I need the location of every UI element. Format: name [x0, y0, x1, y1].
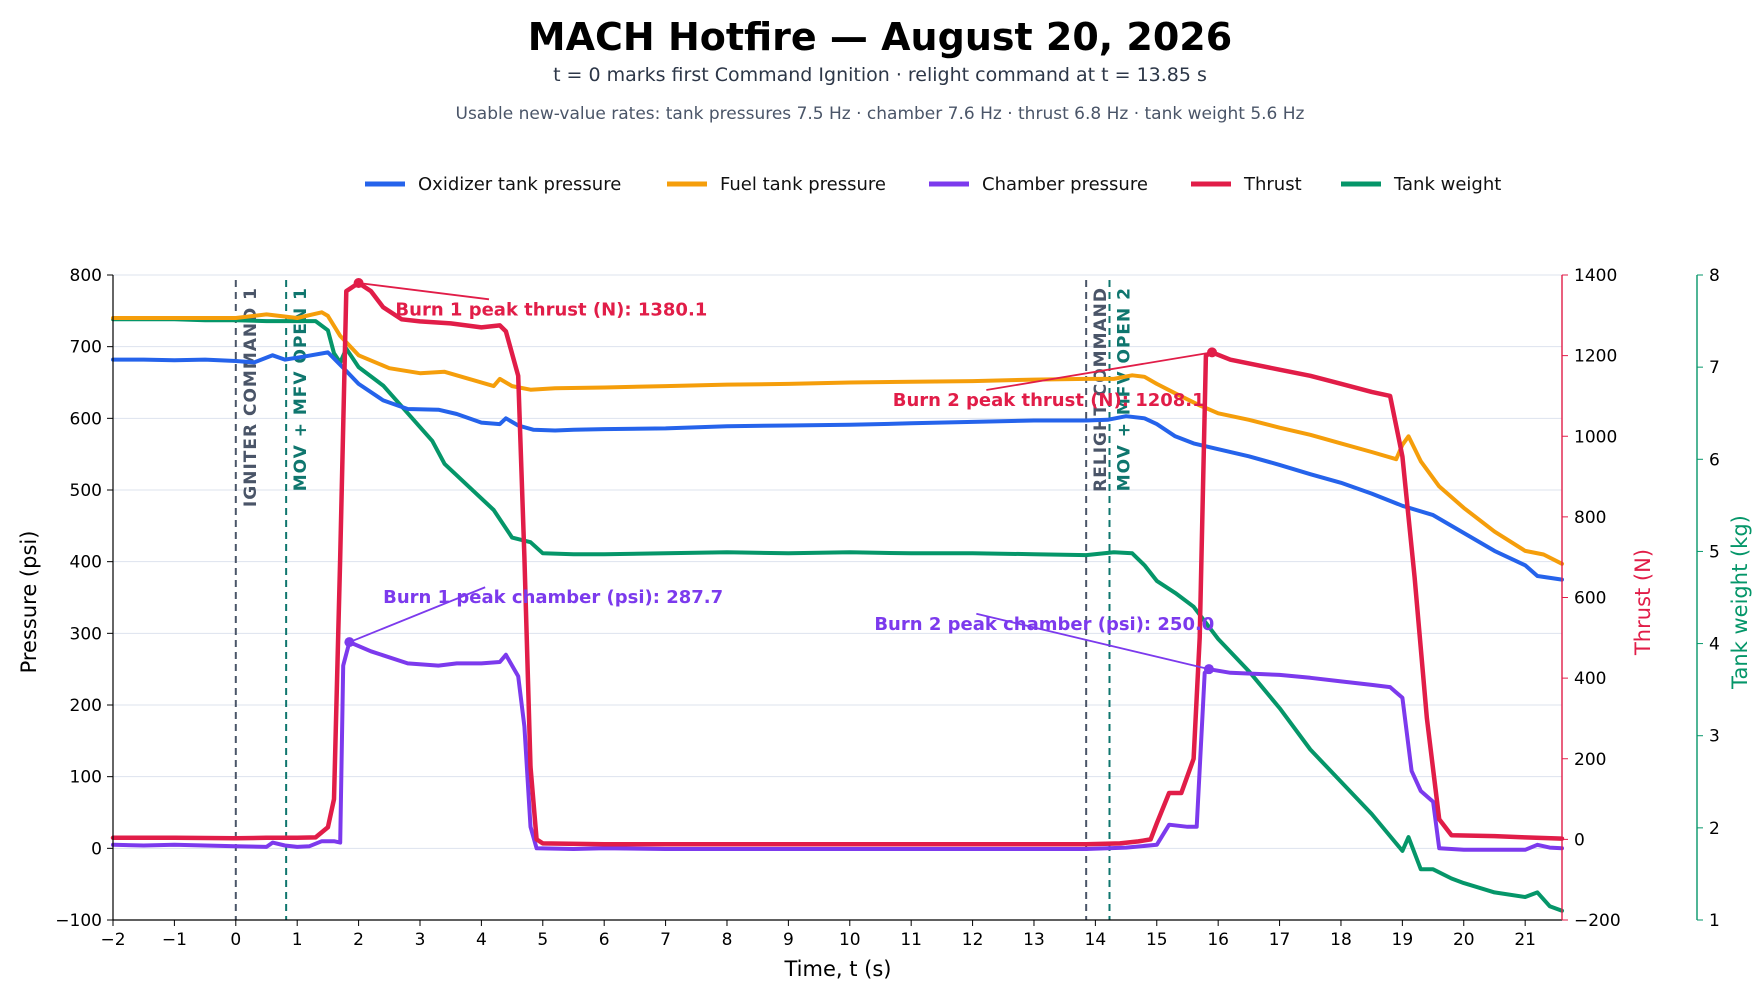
x-tick-label-5: 3 — [415, 930, 426, 950]
y3-tick-label-2: 3 — [1709, 727, 1720, 747]
event-label-3: MOV + MFV OPEN 2 — [1114, 287, 1134, 491]
x-tick-label-7: 5 — [537, 930, 548, 950]
y3-tick-label-3: 4 — [1709, 635, 1720, 655]
x-tick-label-20: 18 — [1330, 930, 1352, 950]
y2-tick-label-0: −200 — [1574, 911, 1621, 931]
series-lines — [110, 280, 1565, 913]
x-tick-label-15: 13 — [1023, 930, 1045, 950]
annotation-leader-0 — [358, 282, 490, 301]
annotation-marker-1 — [1207, 347, 1218, 358]
y2-tick-label-7: 1200 — [1574, 347, 1617, 367]
y3-tick-label-1: 2 — [1709, 819, 1720, 839]
x-tick-label-9: 7 — [660, 930, 671, 950]
series-line-3 — [110, 280, 1565, 847]
x-tick-label-6: 4 — [476, 930, 487, 950]
annotation-label-3: Burn 2 peak chamber (psi): 250.0 — [874, 614, 1214, 635]
x-tick-label-23: 21 — [1514, 930, 1536, 950]
y-axis-label: Pressure (psi) — [17, 531, 41, 674]
annotation-label-0: Burn 1 peak thrust (N): 1380.1 — [395, 299, 707, 320]
x-tick-label-16: 14 — [1085, 930, 1107, 950]
chart-title: MACH Hotfire — August 20, 2026 — [528, 15, 1232, 59]
axes: −2 −1 0 1 2 3 4 5 6 7 8 9 10 11 12 13 14 15 16 17 18 19 20 21−1… — [55, 266, 1720, 950]
y-tick-label-0: −100 — [55, 911, 102, 931]
y-tick-label-4: 300 — [70, 624, 102, 644]
x-tick-label-13: 11 — [900, 930, 922, 950]
annotation-marker-2 — [344, 637, 355, 648]
legend: Oxidizer tank pressure Fuel tank pressure… — [365, 174, 1501, 195]
y2-tick-label-5: 800 — [1574, 508, 1606, 528]
y2-tick-label-1: 0 — [1574, 830, 1585, 850]
chart-subtitle: t = 0 marks first Command Ignition · rel… — [553, 64, 1207, 86]
annotation-label-1: Burn 2 peak thrust (N): 1208.1 — [893, 390, 1205, 411]
legend-label-3: Thrust — [1243, 174, 1302, 195]
legend-label-4: Tank weight — [1393, 174, 1501, 195]
event-label-0: IGNITER COMMAND 1 — [241, 287, 261, 507]
y-tick-label-2: 100 — [70, 768, 102, 788]
x-tick-label-11: 9 — [783, 930, 794, 950]
x-tick-label-4: 2 — [353, 930, 364, 950]
y2-tick-label-4: 600 — [1574, 589, 1606, 609]
x-tick-label-3: 1 — [292, 930, 303, 950]
legend-label-1: Fuel tank pressure — [720, 174, 886, 195]
y3-tick-label-5: 6 — [1709, 450, 1720, 470]
y-tick-label-3: 200 — [70, 696, 102, 716]
x-tick-label-19: 17 — [1269, 930, 1291, 950]
y-tick-label-7: 600 — [70, 409, 102, 429]
series-line-4 — [111, 317, 1564, 913]
y2-tick-label-6: 1000 — [1574, 427, 1617, 447]
y2-tick-label-8: 1400 — [1574, 266, 1617, 286]
series-line-0 — [111, 350, 1564, 582]
event-markers: IGNITER COMMAND 1 MOV + MFV OPEN 1 RELIGHT… — [234, 280, 1134, 920]
chart-rates-note: Usable new-value rates: tank pressures 7… — [456, 104, 1305, 124]
x-tick-label-0: −2 — [100, 930, 125, 950]
annotation-leader-3 — [976, 612, 1210, 671]
x-tick-label-8: 6 — [599, 930, 610, 950]
x-tick-label-14: 12 — [962, 930, 984, 950]
x-tick-label-17: 15 — [1146, 930, 1168, 950]
x-tick-label-12: 10 — [839, 930, 861, 950]
series-line-1 — [111, 310, 1564, 566]
legend-label-0: Oxidizer tank pressure — [418, 174, 621, 195]
x-tick-label-22: 20 — [1453, 930, 1475, 950]
y-tick-label-5: 400 — [70, 553, 102, 573]
annotation-leader-2 — [349, 586, 486, 643]
y2-tick-label-2: 200 — [1574, 750, 1606, 770]
legend-label-2: Chamber pressure — [982, 174, 1148, 195]
x-axis-label: Time, t (s) — [784, 957, 892, 981]
y3-tick-label-0: 1 — [1709, 911, 1720, 931]
y3-tick-label-7: 8 — [1709, 266, 1720, 286]
y-tick-label-6: 500 — [70, 481, 102, 501]
x-tick-label-21: 19 — [1392, 930, 1414, 950]
y2-axis-label: Thrust (N) — [1631, 549, 1655, 656]
x-tick-label-1: −1 — [162, 930, 187, 950]
x-tick-label-2: 0 — [230, 930, 241, 950]
y-tick-label-1: 0 — [91, 839, 102, 859]
event-label-1: MOV + MFV OPEN 1 — [291, 287, 311, 491]
annotation-marker-0 — [353, 278, 364, 289]
x-tick-label-18: 16 — [1207, 930, 1229, 950]
peak-annotations: Burn 1 peak thrust (N): 1380.1 Burn 2 pea… — [344, 278, 1218, 675]
y3-tick-label-6: 7 — [1709, 358, 1720, 378]
series-line-2 — [111, 640, 1564, 852]
x-tick-label-10: 8 — [722, 930, 733, 950]
y3-tick-label-4: 5 — [1709, 542, 1720, 562]
annotation-leader-1 — [986, 351, 1213, 391]
annotation-marker-3 — [1203, 664, 1214, 675]
annotation-label-2: Burn 1 peak chamber (psi): 287.7 — [383, 587, 723, 608]
event-label-2: RELIGHT COMMAND — [1091, 287, 1111, 492]
y-tick-label-8: 700 — [70, 338, 102, 358]
y2-tick-label-3: 400 — [1574, 669, 1606, 689]
y-tick-label-9: 800 — [70, 266, 102, 286]
y3-axis-label: Tank weight (kg) — [1728, 515, 1752, 690]
